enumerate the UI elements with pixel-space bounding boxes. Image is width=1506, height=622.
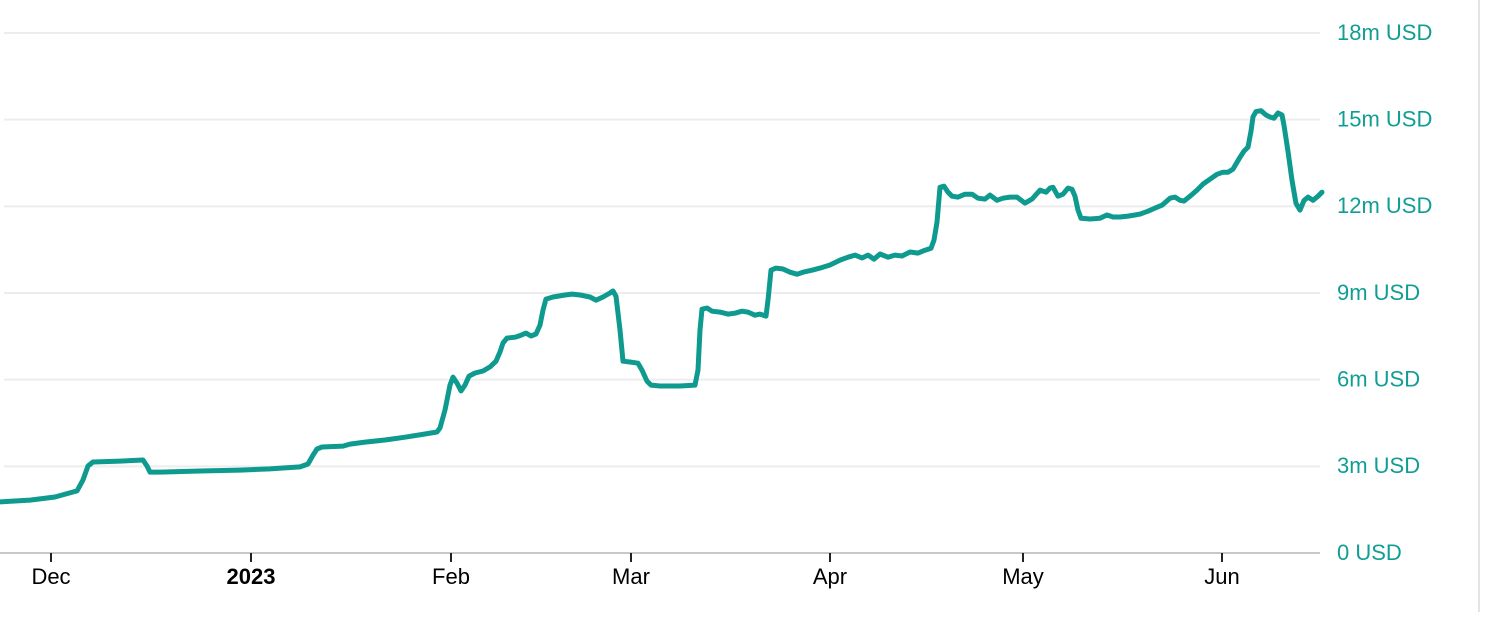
y-axis-labels: 0 USD 3m USD 6m USD 9m USD 12m USD 15m USD 18m…: [1337, 20, 1432, 565]
x-axis-label-2023: 2023: [227, 564, 276, 589]
gridlines: [4, 31, 1320, 468]
y-axis-label-18m: 18m USD: [1337, 20, 1432, 45]
y-axis-label-15m: 15m USD: [1337, 106, 1432, 131]
y-axis-label-9m: 9m USD: [1337, 280, 1420, 305]
x-axis-label-Feb: Feb: [432, 564, 470, 589]
y-axis-label-12m: 12m USD: [1337, 193, 1432, 218]
y-axis-label-6m: 6m USD: [1337, 366, 1420, 391]
x-axis-label-Mar: Mar: [612, 564, 650, 589]
x-axis-label-May: May: [1002, 564, 1044, 589]
x-axis-label-Jun: Jun: [1204, 564, 1239, 589]
x-axis-label-Dec: Dec: [31, 564, 70, 589]
x-axis-label-Apr: Apr: [813, 564, 847, 589]
series-line-path[interactable]: [0, 108, 1325, 505]
data-line[interactable]: [0, 108, 1325, 505]
y-axis-label-0m: 0 USD: [1337, 540, 1402, 565]
x-axis-labels: Dec 2023 Feb Mar Apr May Jun: [31, 564, 1239, 589]
y-axis-label-3m: 3m USD: [1337, 453, 1420, 478]
x-axis: [0, 552, 1320, 562]
